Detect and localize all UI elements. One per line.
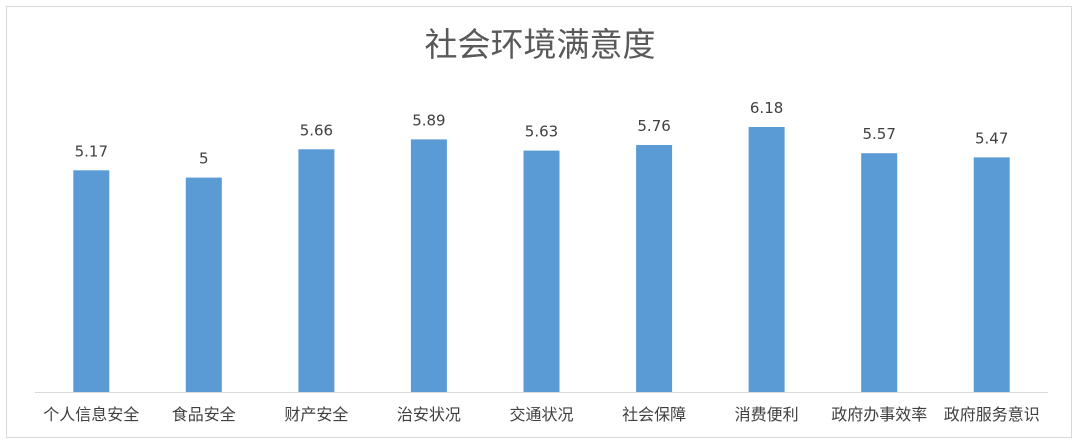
bar-8 [861, 153, 898, 392]
value-label-1: 5.17 [75, 142, 108, 160]
category-label-6: 社会保障 [622, 405, 686, 424]
bar-9 [973, 157, 1010, 392]
chart-title: 社会环境满意度 [425, 25, 656, 64]
category-label-4: 治安状况 [397, 405, 461, 424]
category-label-9: 政府服务意识 [944, 405, 1040, 424]
value-label-4: 5.89 [412, 111, 445, 129]
value-labels-group: 5.17 5 5.66 5.89 5.63 5.76 6.18 5.57 5.47 [75, 99, 1009, 168]
bar-3 [298, 149, 335, 392]
category-labels-group: 个人信息安全 食品安全 财产安全 治安状况 交通状况 社会保障 消费便利 政府办事效率 政府服务… [43, 405, 1039, 424]
category-label-8: 政府办事效率 [831, 405, 927, 424]
category-label-1: 个人信息安全 [43, 405, 139, 424]
bar-7 [748, 127, 785, 392]
bar-4 [410, 139, 447, 392]
value-label-5: 5.63 [525, 123, 558, 141]
value-label-3: 5.66 [300, 121, 333, 139]
value-label-7: 6.18 [750, 99, 783, 117]
value-label-9: 5.47 [975, 129, 1008, 147]
category-label-5: 交通状况 [509, 405, 573, 424]
value-label-6: 5.76 [637, 117, 670, 135]
category-label-7: 消费便利 [735, 405, 799, 424]
bar-6 [636, 145, 673, 392]
category-label-3: 财产安全 [284, 405, 348, 424]
bar-2 [185, 177, 222, 392]
bar-5 [523, 150, 560, 392]
value-label-2: 5 [199, 150, 209, 168]
category-label-2: 食品安全 [172, 405, 236, 424]
bar-1 [73, 170, 110, 392]
bars-group [73, 127, 1010, 392]
value-label-8: 5.57 [862, 125, 895, 143]
